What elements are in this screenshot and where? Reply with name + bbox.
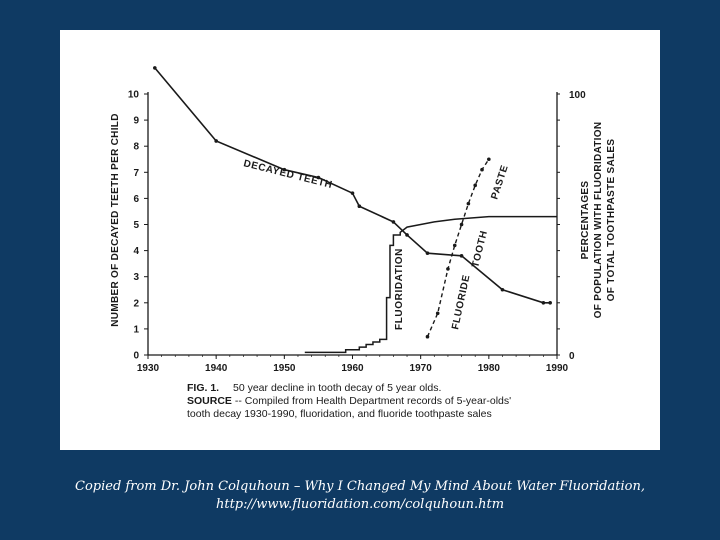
y-right-tick-label: 0 [569,351,575,362]
y-right-axis-title-line-2: OF POPULATION WITH FLUORIDATION [593,122,604,319]
series-decayed-teeth-point [500,287,505,292]
series-decayed-teeth-point [548,301,552,305]
annotation-paste: PASTE [489,164,510,201]
x-tick-label: 1950 [273,363,296,374]
caption-source-row-2: tooth decay 1930-1990, fluoridation, and… [187,408,607,421]
series-decayed-teeth-point [541,301,546,305]
series-decayed-teeth-line [154,67,551,304]
y-left-tick-label: 6 [133,194,139,205]
credit-text: Copied from Dr. John Colquhoun – Why I C… [40,478,680,514]
y-left-tick-label: 2 [133,298,139,309]
series-decayed-teeth-point [357,204,362,209]
y-left-tick-label: 10 [128,90,140,101]
y-left-tick-label: 0 [133,351,139,362]
series-toothpaste-point [480,167,484,172]
series-toothpaste-line [426,158,490,338]
series-toothpaste-point [446,267,450,271]
series-decayed-teeth-point [153,66,157,70]
series [153,66,557,354]
series-toothpaste-point [466,201,471,206]
series-decayed-teeth-point [425,251,430,256]
x-tick-label: 1930 [137,363,160,374]
series-fluoridation-line [304,215,557,354]
source-text-line-1: -- Compiled from Health Department recor… [231,395,512,407]
y-right-axis-title-line-3: OF TOTAL TOOTHPASTE SALES [606,139,617,302]
x-tick-label: 1980 [478,363,501,374]
x-tick-label: 1960 [341,363,364,374]
y-left-tick-label: 3 [133,272,139,283]
credit-line-1: Copied from Dr. John Colquhoun – Why I C… [75,479,645,494]
annotation-tooth: TOOTH [470,229,490,268]
series-decayed-teeth-point [282,167,287,172]
series-decayed-teeth-point [459,254,464,258]
series-toothpaste-point [435,311,440,316]
series-toothpaste-point [487,157,491,162]
series-decayed-teeth-point [405,233,409,237]
series-decayed-teeth-point [214,139,218,143]
series-decayed-teeth-point [350,191,355,195]
x-tick-label: 1940 [205,363,228,374]
x-tick-label: 1990 [546,363,569,374]
y-left-tick-label: 8 [133,142,139,153]
credit-line-2: http://www.fluoridation.com/colquhoun.ht… [215,497,505,512]
series-toothpaste-point [425,334,430,339]
caption-title-row: FIG. 1. 50 year decline in tooth decay of… [187,382,607,395]
series-decayed-teeth-point [391,220,396,224]
source-text-line-2: tooth decay 1930-1990, fluoridation, and… [187,408,492,420]
annotation-decayed-teeth: DECAYED TEETH [242,158,333,191]
y-left-tick-label: 7 [133,168,139,179]
series-toothpaste-point [459,222,464,227]
annotation-fluoridation: FLUORIDATION [394,248,405,330]
y-right-tick-label: 100 [569,90,586,101]
series-decayed-teeth-point [316,175,321,180]
x-tick-label: 1970 [410,363,433,374]
figure-panel: 0 1 2 3 4 5 6 7 8 9 10 0 100 1930 1940 1950 1960 1970 1980… [60,30,660,450]
figure-caption: FIG. 1. 50 year decline in tooth decay of… [187,382,607,421]
annotations: DECAYED TEETH FLUORIDATION FLUORIDE TOOT… [242,158,511,330]
source-label: SOURCE [187,395,232,407]
series-toothpaste-point [452,243,457,248]
caption-source-row: SOURCE -- Compiled from Health Departmen… [187,395,607,408]
y-left-tick-label: 1 [133,324,139,335]
y-left-tick-label: 4 [133,246,139,257]
y-left-tick-label: 5 [133,220,139,231]
series-toothpaste-point [473,183,478,188]
y-right-axis-title-line-1: PERCENTAGES [580,181,591,260]
y-left-tick-label: 9 [133,116,139,127]
figure-number: FIG. 1. [187,382,220,394]
y-left-axis-title: NUMBER OF DECAYED TEETH PER CHILD [110,113,121,326]
annotation-fluoride: FLUORIDE [450,274,472,331]
figure-title: 50 year decline in tooth decay of 5 year… [233,382,442,394]
